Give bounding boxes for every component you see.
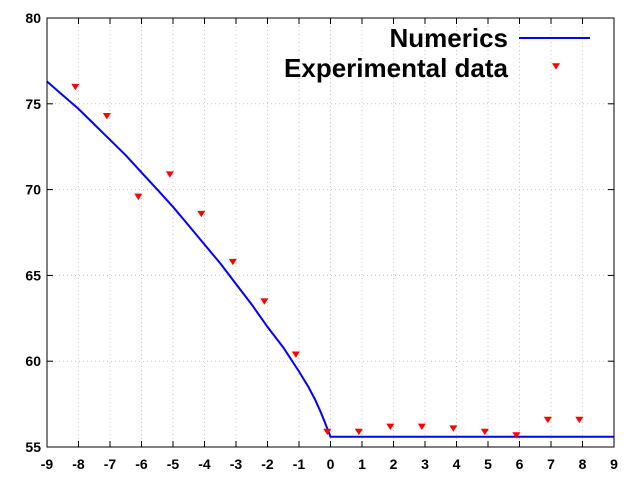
y-tick-label: 75 bbox=[25, 96, 41, 112]
y-tick-label: 65 bbox=[25, 267, 41, 283]
x-tick-label: -4 bbox=[198, 456, 211, 472]
plot-frame bbox=[46, 17, 615, 448]
legend-label-experimental-data: Experimental data bbox=[284, 53, 509, 83]
y-tick-label: 55 bbox=[25, 439, 41, 455]
plot-area bbox=[46, 80, 614, 439]
legend-swatch-experimental-data bbox=[552, 63, 560, 70]
y-tick-label: 70 bbox=[25, 182, 41, 198]
data-point-experimental bbox=[291, 351, 300, 358]
x-tick-label: 0 bbox=[327, 456, 335, 472]
x-tick-label: 4 bbox=[453, 456, 461, 472]
data-point-experimental bbox=[71, 83, 80, 91]
x-tick-label: 1 bbox=[358, 456, 366, 472]
x-tick-label: 6 bbox=[516, 456, 524, 472]
data-point-experimental bbox=[575, 416, 584, 424]
y-tick-label: 80 bbox=[25, 10, 41, 26]
x-tick-label: -8 bbox=[72, 456, 85, 472]
data-point-experimental bbox=[102, 113, 111, 120]
x-tick-label: 2 bbox=[390, 456, 398, 472]
legend: Numerics Experimental data bbox=[284, 23, 590, 83]
data-point-experimental bbox=[449, 425, 458, 432]
data-point-experimental bbox=[228, 258, 237, 266]
data-point-experimental bbox=[480, 428, 489, 436]
data-point-experimental bbox=[354, 428, 363, 436]
data-point-experimental bbox=[417, 423, 426, 431]
axis-ticks: -9 -8 -7 -6 -5 -4 -3 -2 -1 0 1 2 3 4 5 6 7 8 9 55 60 65 70 75 80 bbox=[25, 10, 618, 472]
x-tick-label: -5 bbox=[167, 456, 180, 472]
data-point-experimental bbox=[260, 298, 269, 305]
series-line-numerics bbox=[46, 80, 614, 438]
data-point-experimental bbox=[197, 210, 206, 218]
x-tick-label: -7 bbox=[104, 456, 117, 472]
data-point-experimental bbox=[165, 171, 174, 178]
x-tick-label: -1 bbox=[293, 456, 306, 472]
x-tick-label: 7 bbox=[547, 456, 555, 472]
x-tick-label: 3 bbox=[421, 456, 429, 472]
x-tick-label: -9 bbox=[41, 456, 54, 472]
x-tick-label: -6 bbox=[135, 456, 148, 472]
x-tick-label: 9 bbox=[610, 456, 618, 472]
data-point-experimental bbox=[543, 416, 552, 424]
x-tick-label: -3 bbox=[230, 456, 243, 472]
x-tick-label: 5 bbox=[484, 456, 492, 472]
legend-label-numerics: Numerics bbox=[390, 23, 509, 53]
x-tick-label: 8 bbox=[579, 456, 587, 472]
grid bbox=[47, 18, 614, 447]
x-tick-label: -2 bbox=[261, 456, 274, 472]
data-point-experimental bbox=[512, 432, 521, 439]
data-point-experimental bbox=[323, 428, 332, 436]
data-point-experimental bbox=[134, 193, 143, 201]
y-tick-label: 60 bbox=[25, 353, 41, 369]
data-point-experimental bbox=[386, 423, 395, 431]
